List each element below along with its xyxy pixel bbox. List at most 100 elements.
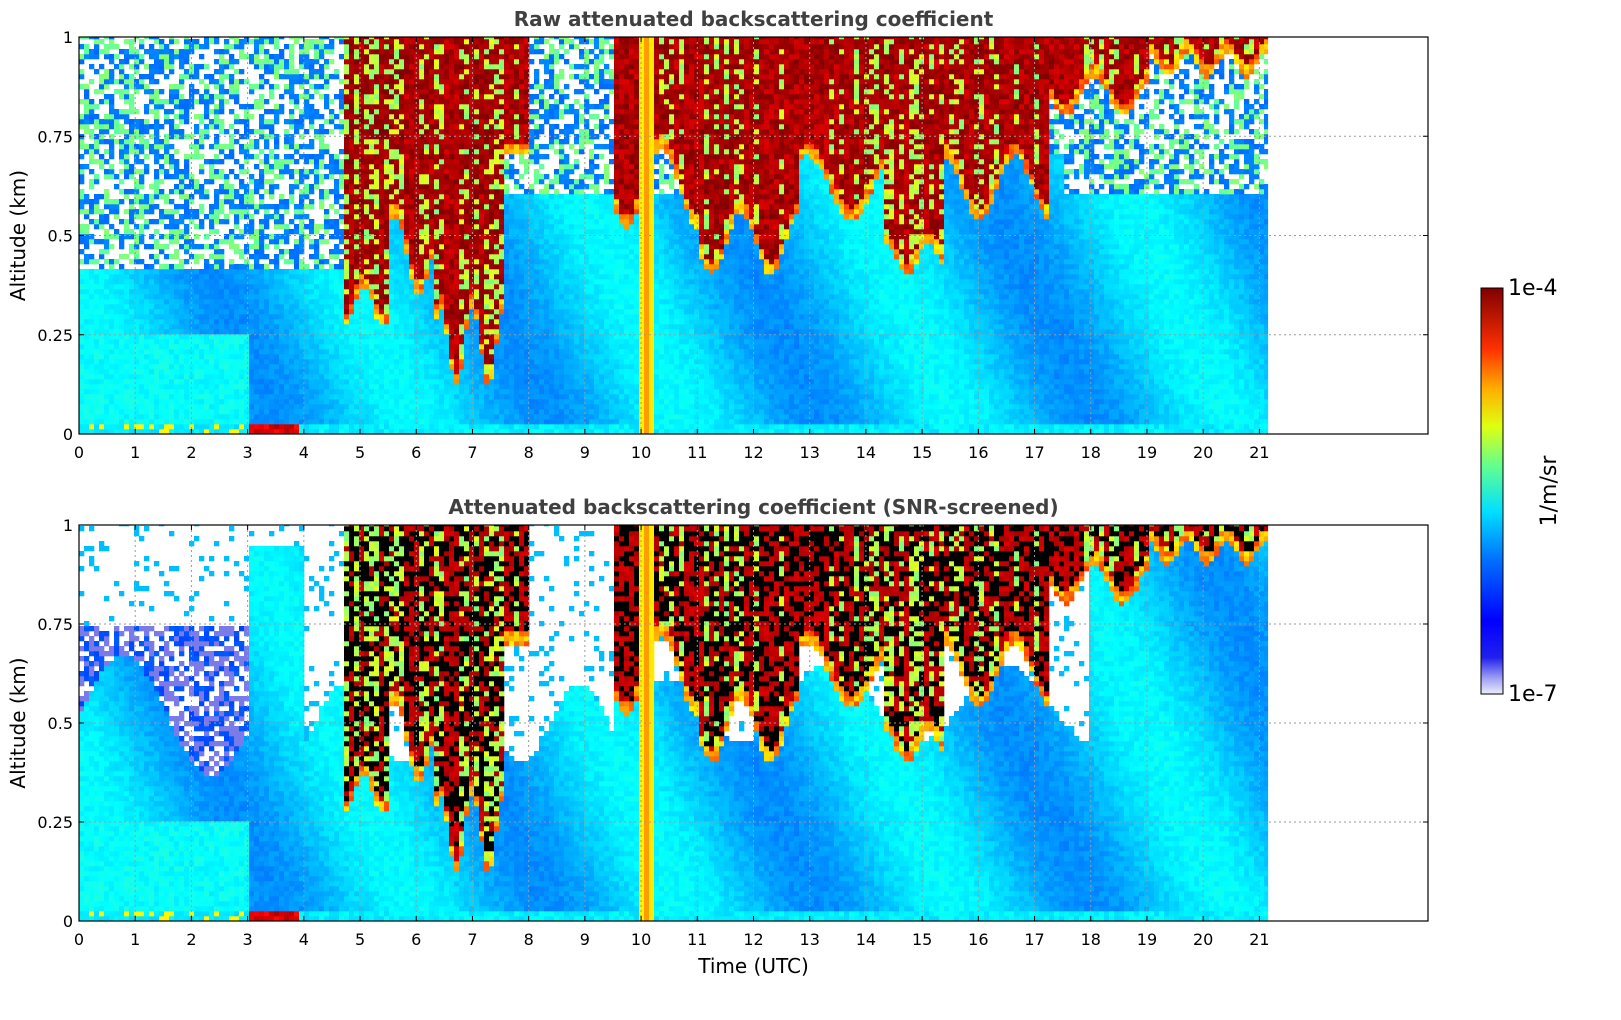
heatmap-cell [384, 379, 390, 385]
heatmap-cell [164, 399, 170, 405]
heatmap-cell [399, 424, 405, 430]
heatmap-cell [379, 174, 385, 180]
heatmap-cell [144, 324, 150, 330]
heatmap-cell [269, 69, 275, 75]
heatmap-cell [169, 304, 175, 310]
heatmap-cell [99, 74, 105, 80]
heatmap-cell [99, 324, 105, 330]
heatmap-cell [349, 364, 355, 370]
heatmap-cell [189, 214, 195, 220]
heatmap-cell [154, 189, 160, 195]
heatmap-cell [184, 309, 190, 315]
heatmap-cell [374, 184, 380, 190]
heatmap-cell [314, 379, 320, 385]
heatmap-cell [394, 314, 400, 320]
heatmap-cell [164, 99, 170, 105]
heatmap-cell [359, 89, 365, 95]
heatmap-cell [274, 114, 280, 120]
heatmap-cell [174, 249, 180, 255]
heatmap-cell [424, 244, 430, 250]
heatmap-cell [84, 299, 90, 305]
heatmap-cell [114, 309, 120, 315]
heatmap-cell [134, 109, 140, 115]
heatmap-cell [394, 84, 400, 90]
heatmap-cell [179, 399, 185, 405]
heatmap-cell [99, 414, 105, 420]
heatmap-cell [89, 299, 95, 305]
heatmap-cell [249, 139, 255, 145]
heatmap-cell [189, 309, 195, 315]
heatmap-cell [429, 199, 435, 205]
heatmap-cell [214, 109, 220, 115]
heatmap-cell [174, 304, 180, 310]
heatmap-cell [404, 299, 410, 305]
heatmap-cell [154, 314, 160, 320]
heatmap-cell [359, 309, 365, 315]
heatmap-cell [84, 394, 90, 400]
heatmap-cell [404, 139, 410, 145]
heatmap-cell [249, 229, 255, 235]
heatmap-cell [114, 79, 120, 85]
heatmap-cell [404, 249, 410, 255]
heatmap-cell [134, 159, 140, 165]
heatmap-cell [209, 214, 215, 220]
heatmap-cell [344, 299, 350, 305]
heatmap-cell [404, 279, 410, 285]
heatmap-cell [394, 389, 400, 395]
heatmap-cell [254, 309, 260, 315]
heatmap-cell [434, 144, 440, 150]
heatmap-cell [114, 279, 120, 285]
heatmap-cell [349, 329, 355, 335]
heatmap-cell [149, 349, 155, 355]
heatmap-cell [354, 64, 360, 70]
heatmap-cell [314, 304, 320, 310]
heatmap-cell [149, 269, 155, 275]
heatmap-cell [289, 159, 295, 165]
heatmap-cell [214, 144, 220, 150]
heatmap-cell [304, 154, 310, 160]
heatmap-cell [419, 239, 425, 245]
heatmap-cell [434, 204, 440, 210]
heatmap-cell [234, 39, 240, 45]
heatmap-cell [214, 214, 220, 220]
heatmap-cell [184, 239, 190, 245]
heatmap-cell [414, 329, 420, 335]
heatmap-cell [399, 354, 405, 360]
heatmap-cell [344, 114, 350, 120]
heatmap-cell [324, 84, 330, 90]
heatmap-cell [194, 349, 200, 355]
heatmap-cell [399, 124, 405, 130]
heatmap-cell [284, 339, 290, 345]
heatmap-cell [349, 84, 355, 90]
heatmap-cell [159, 289, 165, 295]
heatmap-cell [424, 424, 430, 430]
heatmap-cell [399, 359, 405, 365]
heatmap-cell [174, 174, 180, 180]
heatmap-cell [429, 384, 435, 390]
heatmap-cell [394, 114, 400, 120]
heatmap-cell [264, 379, 270, 385]
heatmap-cell [159, 49, 165, 55]
heatmap-cell [344, 204, 350, 210]
heatmap-cell [179, 284, 185, 290]
heatmap-cell [419, 269, 425, 275]
heatmap-cell [314, 294, 320, 300]
heatmap-cell [279, 64, 285, 70]
heatmap-cell [229, 364, 235, 370]
heatmap-cell [249, 369, 255, 375]
heatmap-cell [389, 234, 395, 240]
heatmap-cell [389, 249, 395, 255]
heatmap-cell [334, 409, 340, 415]
heatmap-cell [249, 354, 255, 360]
heatmap-cell [419, 354, 425, 360]
heatmap-cell [394, 394, 400, 400]
heatmap-cell [289, 379, 295, 385]
heatmap-cell [249, 59, 255, 65]
heatmap-cell [414, 44, 420, 50]
heatmap-cell [204, 369, 210, 375]
heatmap-cell [299, 294, 305, 300]
heatmap-cell [179, 279, 185, 285]
heatmap-cell [119, 69, 125, 75]
heatmap-cell [384, 324, 390, 330]
heatmap-cell [149, 399, 155, 405]
